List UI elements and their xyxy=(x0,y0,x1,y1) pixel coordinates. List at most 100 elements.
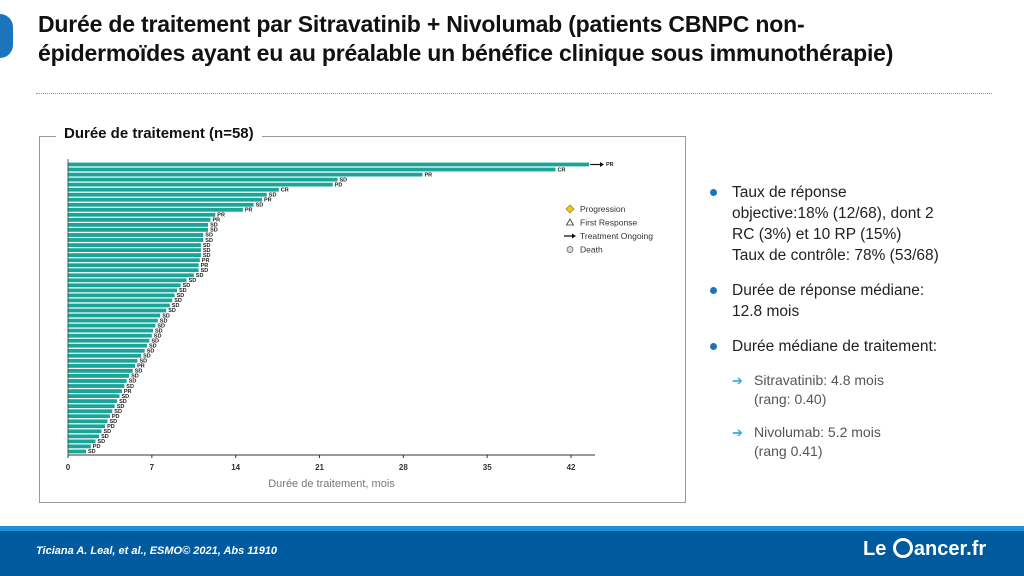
bar xyxy=(68,414,110,419)
bar xyxy=(68,212,216,217)
bar-label: SD xyxy=(140,359,148,365)
bar xyxy=(68,424,106,429)
bullet-text: RC (3%) et 10 RP (15%) xyxy=(732,226,902,243)
bar-label: SD xyxy=(183,283,191,289)
bar-label: PR xyxy=(425,172,433,178)
bar xyxy=(68,278,187,283)
bar-label: SD xyxy=(189,278,197,284)
bar-label: PR xyxy=(606,162,614,168)
accent-shape xyxy=(0,14,13,58)
bar xyxy=(68,444,91,449)
bar-label: SD xyxy=(149,344,157,350)
bar-label: SD xyxy=(203,243,211,249)
bar xyxy=(68,308,167,313)
page-title: Durée de traitement par Sitravatinib + N… xyxy=(38,10,998,68)
arrow-right-icon: ➔ xyxy=(732,373,743,388)
bar xyxy=(68,223,209,227)
bar xyxy=(68,384,125,388)
bar xyxy=(68,268,199,273)
swimmer-chart: PRCRPRSDPDCRSDPRSDPRPRPRSDSDSDSDSDSDSDPR… xyxy=(66,159,653,490)
chart-title: Durée de traitement (n=58) xyxy=(56,125,262,142)
bar-label: CR xyxy=(558,167,566,173)
bar xyxy=(68,353,142,358)
bar-label: SD xyxy=(210,223,218,229)
bullet-text: Taux de réponse xyxy=(732,184,847,201)
bar xyxy=(68,449,86,454)
bar-label: SD xyxy=(168,308,176,314)
bar-label: SD xyxy=(201,268,209,274)
legend-label: First Response xyxy=(580,218,637,228)
bar xyxy=(68,394,120,398)
bar xyxy=(68,364,136,368)
bar xyxy=(68,343,147,348)
bar-label: SD xyxy=(205,233,213,239)
bar xyxy=(68,192,267,197)
sub-bullet-text: Sitravatinib: 4.8 mois xyxy=(754,372,884,388)
x-tick-label: 35 xyxy=(483,463,492,472)
bar-label: SD xyxy=(101,434,109,440)
title-line-2: épidermoïdes ayant eu au préalable un bé… xyxy=(38,40,894,66)
bar xyxy=(68,248,201,252)
citation: Ticiana A. Leal, et al., ESMO© 2021, Abs… xyxy=(36,545,278,557)
legend-progression-icon xyxy=(565,204,575,214)
bar xyxy=(68,197,262,202)
bar xyxy=(68,228,209,232)
bar xyxy=(68,288,177,293)
bar-label: SD xyxy=(122,394,130,400)
bar xyxy=(68,369,133,373)
bullet-text: objective:18% (12/68), dont 2 xyxy=(732,205,934,222)
bar xyxy=(68,172,423,177)
bar-label: PR xyxy=(124,389,132,395)
bar xyxy=(68,313,161,318)
bar xyxy=(68,218,211,222)
bar xyxy=(68,318,158,323)
bar xyxy=(68,293,175,298)
bar xyxy=(68,404,115,409)
x-tick-label: 21 xyxy=(315,463,324,472)
x-tick-label: 0 xyxy=(66,463,71,472)
bullet-text: 12.8 mois xyxy=(732,303,800,320)
bar-label: SD xyxy=(256,203,264,209)
bar-label: SD xyxy=(117,404,125,410)
logo-c-icon xyxy=(892,538,913,558)
bar-label: SD xyxy=(126,384,134,390)
bullet-response-duration: Durée de réponse médiane: 12.8 mois xyxy=(708,280,1008,322)
bar-label: PR xyxy=(217,213,225,219)
bar xyxy=(68,399,118,403)
bar-label: SD xyxy=(131,374,139,380)
bar-label: SD xyxy=(203,248,211,254)
legend-first-response-icon xyxy=(565,218,575,226)
bar xyxy=(68,263,199,268)
bar xyxy=(68,419,108,424)
bar xyxy=(68,298,173,303)
legend-label: Progression xyxy=(580,204,626,214)
bar-label: SD xyxy=(160,318,168,324)
bar xyxy=(68,258,200,263)
bar xyxy=(68,243,201,247)
bar xyxy=(68,338,150,343)
legend-label: Treatment Ongoing xyxy=(580,231,653,241)
bullet-text: Durée médiane de traitement: xyxy=(732,338,938,355)
bar xyxy=(68,348,145,353)
bar xyxy=(68,177,338,182)
bar-label: SD xyxy=(203,253,211,259)
ongoing-arrow-head xyxy=(600,162,605,167)
x-tick-label: 14 xyxy=(231,463,240,472)
bar-label: SD xyxy=(179,288,187,294)
bar xyxy=(68,409,113,414)
bar xyxy=(68,374,130,378)
bullet-response-rate: Taux de réponse objective:18% (12/68), d… xyxy=(708,182,1008,266)
bar-label: SD xyxy=(269,192,277,198)
bar-label: SD xyxy=(155,328,163,334)
sub-bullet-text: (rang 0.41) xyxy=(754,443,823,459)
legend-death-icon xyxy=(566,246,574,253)
bar-label: SD xyxy=(162,313,170,319)
bullet-text: Durée de réponse médiane: xyxy=(732,282,925,299)
bar-label: SD xyxy=(196,273,204,279)
bar-label: SD xyxy=(172,303,180,309)
sub-bullet-sitravatinib: ➔ Sitravatinib: 4.8 mois (rang: 0.40) xyxy=(708,371,1008,409)
bar xyxy=(68,429,102,434)
bar-label: SD xyxy=(119,399,127,405)
sub-bullet-text: Nivolumab: 5.2 mois xyxy=(754,424,881,440)
bar xyxy=(68,358,138,363)
